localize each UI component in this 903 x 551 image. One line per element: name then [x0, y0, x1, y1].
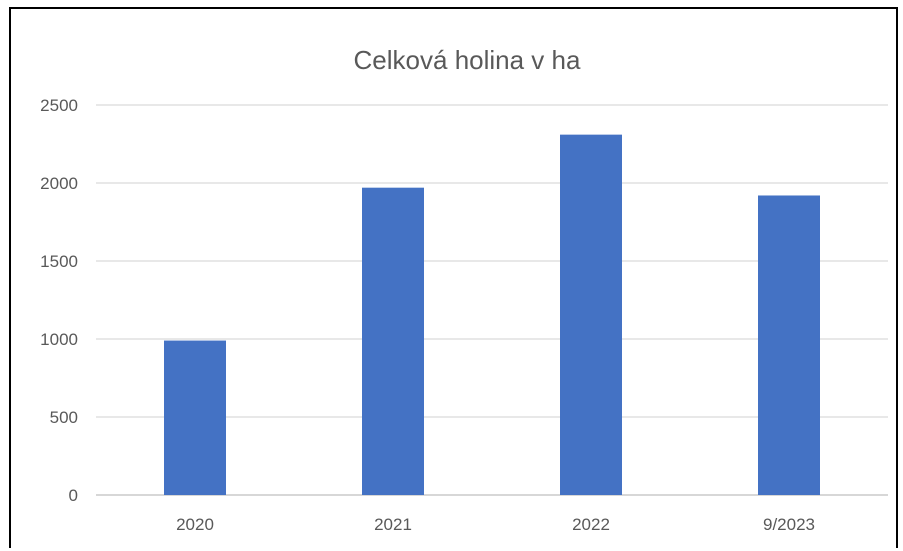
bar [362, 187, 424, 495]
bars [164, 134, 820, 496]
x-tick-label: 2021 [374, 515, 412, 534]
y-axis-tick-labels: 0 500 1000 1500 2000 2500 [40, 96, 78, 505]
y-tick-label: 0 [69, 486, 78, 505]
y-tick-label: 500 [50, 408, 78, 427]
gridlines [96, 104, 888, 496]
bar [164, 340, 226, 495]
bar [758, 195, 820, 496]
chart-title: Celková holina v ha [354, 45, 581, 75]
y-tick-label: 2000 [40, 174, 78, 193]
y-tick-label: 2500 [40, 96, 78, 115]
chart-frame [9, 7, 898, 548]
y-tick-label: 1000 [40, 330, 78, 349]
x-tick-label: 9/2023 [763, 515, 815, 534]
bar [560, 134, 622, 495]
x-tick-label: 2022 [572, 515, 610, 534]
x-tick-label: 2020 [176, 515, 214, 534]
y-tick-label: 1500 [40, 252, 78, 271]
x-axis-tick-labels: 2020 2021 2022 9/2023 [176, 515, 815, 534]
